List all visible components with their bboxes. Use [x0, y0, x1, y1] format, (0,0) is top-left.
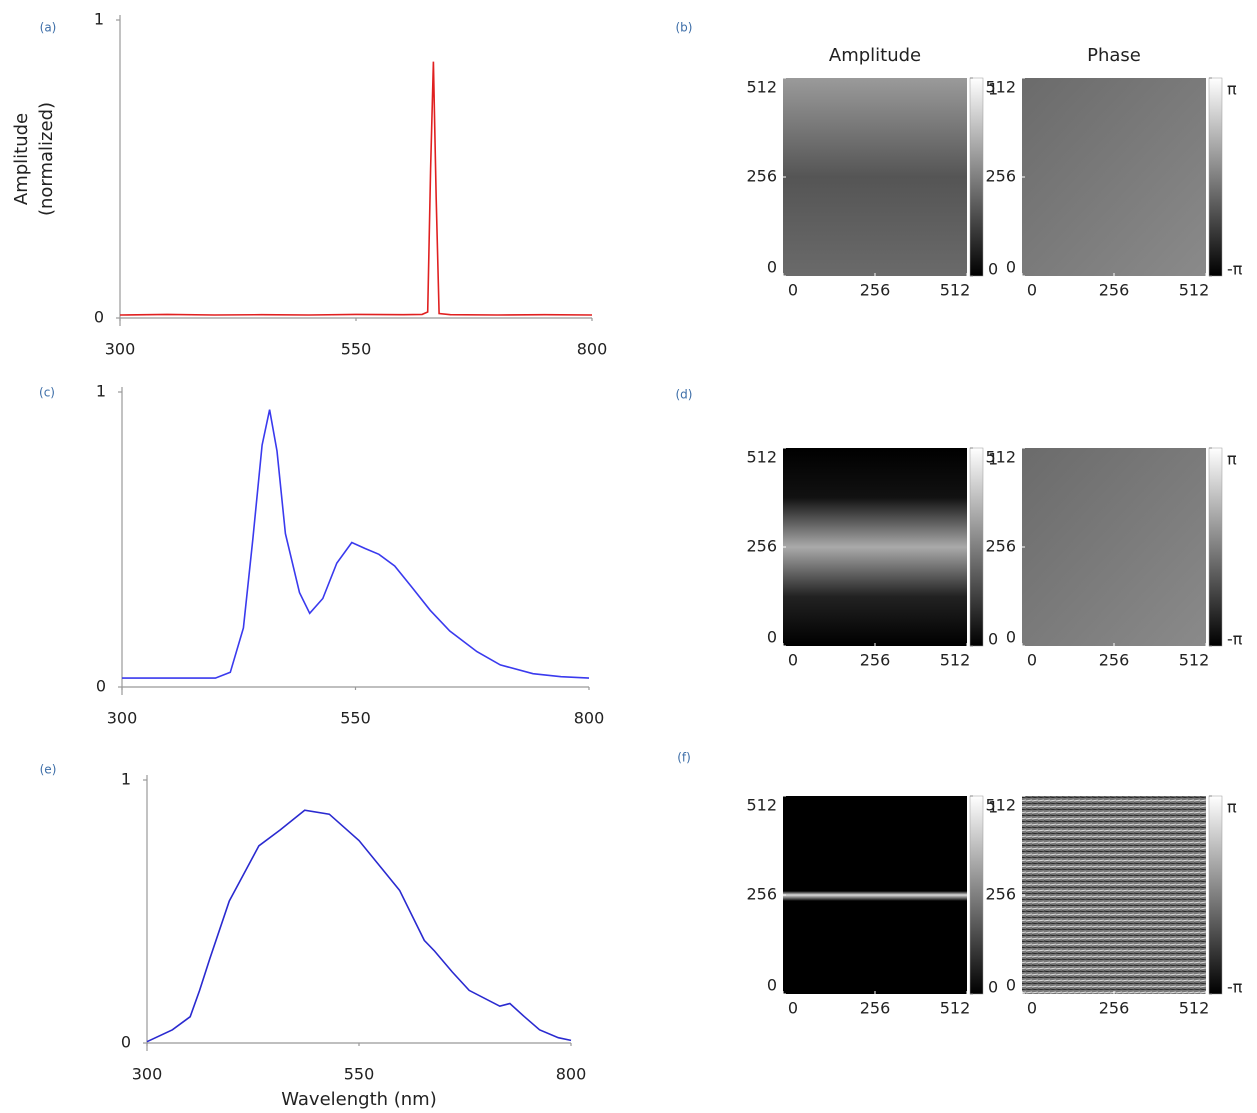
y-tick-label: 0	[121, 1033, 131, 1052]
x-tick-label: 256	[1099, 999, 1130, 1018]
x-tick-label: 256	[1099, 281, 1130, 300]
panel-label: (e)	[40, 763, 57, 777]
colorbar	[1208, 795, 1223, 995]
panel-label: (d)	[676, 388, 693, 402]
x-tick-label: 550	[341, 340, 372, 359]
y-tick-label: 512	[746, 448, 777, 467]
x-axis-label: Wavelength (nm)	[281, 1089, 437, 1110]
y-tick-label: 0	[767, 628, 777, 647]
colorbar-tick-label: 1	[988, 80, 998, 99]
y-tick-label: 256	[985, 885, 1016, 904]
colorbar-tick-label: 0	[988, 630, 998, 649]
x-tick-label: 512	[940, 999, 971, 1018]
x-tick-label: 550	[340, 709, 371, 728]
colorbar-tick-label: 1	[988, 450, 998, 469]
y-tick-label: 0	[1006, 258, 1016, 277]
x-tick-label: 512	[940, 281, 971, 300]
x-tick-label: 256	[860, 281, 891, 300]
panel-title: Amplitude	[829, 45, 921, 66]
y-tick-label: 512	[985, 448, 1016, 467]
x-tick-label: 0	[788, 651, 798, 670]
x-tick-label: 300	[107, 709, 138, 728]
y-tick-label: 0	[767, 976, 777, 995]
y-tick-label: 0	[96, 677, 106, 696]
colorbar-tick-label: -π	[1227, 260, 1243, 279]
x-tick-label: 256	[1099, 651, 1130, 670]
spectrum-line	[119, 61, 593, 316]
y-tick-label: 0	[1006, 976, 1016, 995]
y-tick-label: 512	[746, 78, 777, 97]
colorbar-tick-label: 0	[988, 260, 998, 279]
panel-label: (c)	[39, 386, 55, 400]
y-tick-label: 256	[746, 167, 777, 186]
y-tick-label: 256	[985, 537, 1016, 556]
x-tick-label: 0	[788, 999, 798, 1018]
x-tick-label: 300	[105, 340, 136, 359]
image	[783, 448, 967, 646]
x-tick-label: 512	[1179, 999, 1210, 1018]
x-tick-label: 800	[556, 1065, 587, 1084]
image	[1022, 796, 1206, 994]
y-tick-label: 0	[767, 258, 777, 277]
colorbar	[1208, 447, 1223, 647]
colorbar-tick-label: 0	[988, 978, 998, 997]
y-tick-label: 0	[1006, 628, 1016, 647]
panel-title: Phase	[1087, 45, 1141, 66]
y-axis-label: Amplitude	[11, 113, 32, 205]
y-tick-label: 256	[746, 537, 777, 556]
y-tick-label: 512	[746, 796, 777, 815]
x-tick-label: 0	[1027, 281, 1037, 300]
colorbar-tick-label: 1	[988, 798, 998, 817]
colorbar	[969, 77, 984, 277]
x-tick-label: 256	[860, 999, 891, 1018]
panel-label: (f)	[677, 751, 691, 765]
y-tick-label: 1	[94, 10, 104, 29]
colorbar	[969, 795, 984, 995]
image	[1022, 78, 1206, 276]
y-tick-label: 512	[985, 796, 1016, 815]
image	[1022, 448, 1206, 646]
colorbar	[969, 447, 984, 647]
y-tick-label: 1	[121, 770, 131, 789]
x-tick-label: 800	[577, 340, 608, 359]
x-tick-label: 0	[1027, 999, 1037, 1018]
y-axis-label: (normalized)	[36, 102, 57, 216]
image	[783, 78, 967, 276]
x-tick-label: 550	[344, 1065, 375, 1084]
x-tick-label: 0	[1027, 651, 1037, 670]
x-tick-label: 512	[1179, 651, 1210, 670]
spectrum-line	[146, 809, 572, 1043]
colorbar	[1208, 77, 1223, 277]
x-tick-label: 0	[788, 281, 798, 300]
y-tick-label: 512	[985, 78, 1016, 97]
colorbar-tick-label: π	[1227, 450, 1237, 469]
y-tick-label: 256	[746, 885, 777, 904]
spectrum-line	[122, 409, 590, 679]
x-tick-label: 256	[860, 651, 891, 670]
colorbar-tick-label: -π	[1227, 630, 1243, 649]
colorbar-tick-label: π	[1227, 80, 1237, 99]
panel-label: (b)	[676, 21, 693, 35]
colorbar-tick-label: π	[1227, 798, 1237, 817]
y-tick-label: 256	[985, 167, 1016, 186]
panel-label: (a)	[40, 21, 57, 35]
x-tick-label: 300	[132, 1065, 163, 1084]
y-tick-label: 0	[94, 308, 104, 327]
x-tick-label: 512	[1179, 281, 1210, 300]
colorbar-tick-label: -π	[1227, 978, 1243, 997]
y-tick-label: 1	[96, 382, 106, 401]
image	[783, 796, 967, 994]
x-tick-label: 512	[940, 651, 971, 670]
x-tick-label: 800	[574, 709, 605, 728]
